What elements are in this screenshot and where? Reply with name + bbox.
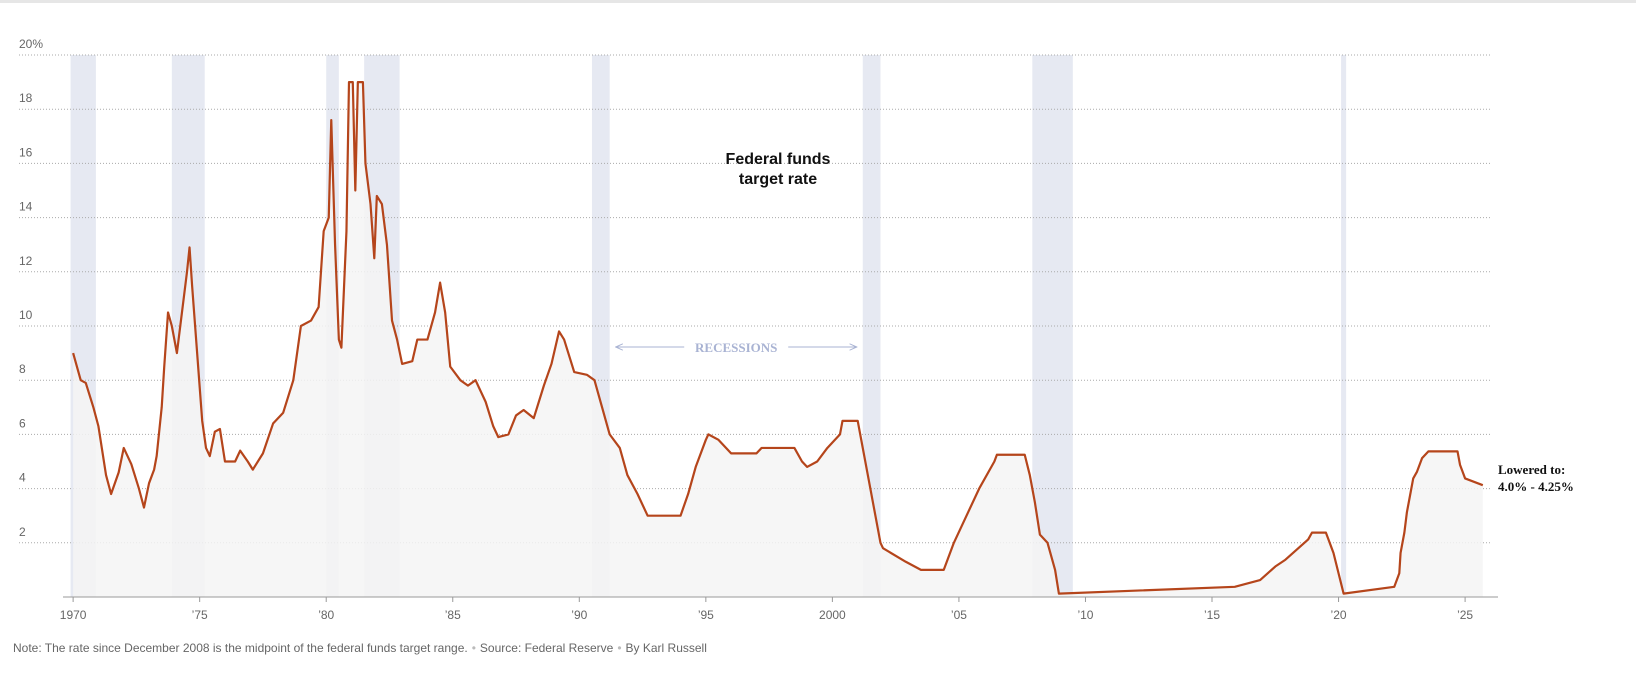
x-tick-label: ’95: [698, 608, 714, 622]
x-tick-label: ’05: [951, 608, 967, 622]
x-tick-label: 1970: [60, 608, 87, 622]
separator: •: [471, 641, 476, 655]
end-annotation: Lowered to: 4.0% - 4.25%: [1498, 461, 1574, 495]
y-tick-label: 20%: [19, 37, 43, 51]
annotation-line: 4.0% - 4.25%: [1498, 479, 1574, 494]
footer: Note: The rate since December 2008 is th…: [13, 641, 707, 655]
x-tick-label: ’85: [445, 608, 461, 622]
x-tick-label: ’20: [1331, 608, 1347, 622]
x-tick-label: ’15: [1204, 608, 1220, 622]
recession-band: [1341, 55, 1347, 597]
x-tick-label: 2000: [819, 608, 846, 622]
top-rule: [0, 0, 1636, 3]
chart-title: Federal funds target rate: [725, 151, 831, 188]
annotation-line: Lowered to:: [1498, 462, 1566, 477]
y-tick-label: 6: [19, 416, 26, 430]
x-tick-label: ’80: [318, 608, 334, 622]
y-tick-label: 14: [19, 200, 33, 214]
y-tick-label: 10: [19, 308, 33, 322]
x-tick-label: ’90: [571, 608, 587, 622]
x-tick-label: ’25: [1457, 608, 1473, 622]
byline: By Karl Russell: [625, 641, 707, 655]
x-tick-label: ’75: [192, 608, 208, 622]
y-tick-label: 8: [19, 362, 26, 376]
x-tick-label: ’10: [1077, 608, 1093, 622]
y-tick-label: 4: [19, 471, 26, 485]
y-tick-label: 16: [19, 145, 33, 159]
note: Note: The rate since December 2008 is th…: [13, 641, 468, 655]
y-tick-label: 2: [19, 525, 26, 539]
area-fill: [73, 82, 1483, 598]
recession-label: RECESSIONS: [695, 340, 777, 355]
rate-line: [72, 81, 1484, 595]
separator: •: [617, 641, 622, 655]
source: Source: Federal Reserve: [479, 641, 614, 655]
y-tick-label: 12: [19, 254, 33, 268]
y-tick-label: 18: [19, 91, 33, 105]
